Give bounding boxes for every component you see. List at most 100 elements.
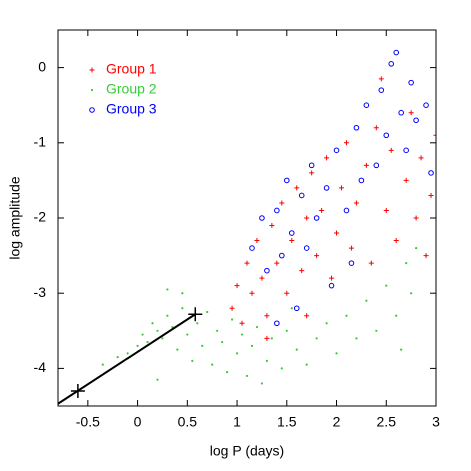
point (270, 337, 273, 340)
point (249, 245, 255, 251)
legend-marker (90, 88, 94, 92)
x-axis-label: log P (days) (210, 443, 284, 459)
x-tick-label: 2.5 (377, 414, 397, 430)
legend-label: Group 3 (106, 101, 157, 117)
point (283, 177, 290, 184)
point (373, 162, 380, 169)
x-tick-label: -0.5 (76, 414, 100, 430)
point (328, 282, 335, 289)
point (375, 329, 378, 332)
point (264, 313, 270, 319)
point (355, 337, 358, 340)
point (295, 348, 298, 351)
point (323, 185, 330, 191)
point (255, 325, 259, 329)
point (264, 267, 270, 274)
point (279, 200, 285, 206)
point (339, 185, 344, 191)
point (319, 207, 325, 213)
y-axis-label: log amplitude (7, 176, 23, 259)
point (151, 322, 154, 325)
point (313, 215, 320, 221)
point (408, 79, 414, 86)
point (136, 344, 139, 347)
point (186, 333, 189, 336)
point (101, 363, 104, 366)
point (418, 155, 424, 161)
point (288, 230, 295, 236)
point (239, 320, 245, 326)
point (325, 322, 328, 325)
point (230, 318, 234, 321)
point (415, 246, 418, 250)
point (423, 102, 429, 108)
point (240, 333, 244, 336)
point (335, 352, 338, 355)
point (141, 333, 144, 336)
point (181, 292, 184, 295)
point (393, 49, 400, 56)
point (156, 378, 159, 381)
point (235, 352, 239, 355)
x-tick-label: 1 (233, 414, 241, 430)
x-tick-label: 0.5 (178, 414, 198, 430)
point (343, 207, 350, 214)
point (353, 200, 359, 206)
point (294, 185, 300, 191)
point (428, 192, 434, 198)
point (383, 207, 389, 213)
point (408, 110, 414, 116)
point (166, 314, 169, 317)
point (161, 337, 164, 340)
fit-line (58, 313, 196, 405)
point (388, 61, 395, 67)
point (289, 238, 295, 244)
point (116, 356, 119, 359)
point (146, 340, 149, 344)
point (348, 245, 354, 251)
point (279, 252, 285, 259)
point (343, 140, 349, 146)
x-tick-label: 1.5 (277, 414, 297, 430)
point (334, 230, 340, 236)
point (413, 117, 419, 124)
point (305, 363, 308, 366)
y-tick-label: 0 (38, 58, 46, 74)
point (249, 290, 255, 296)
point (126, 352, 129, 355)
point (303, 245, 310, 251)
point (211, 363, 214, 366)
point (196, 322, 199, 325)
point (274, 260, 280, 266)
point (363, 162, 369, 168)
y-tick-label: -2 (34, 209, 47, 225)
point (290, 307, 293, 310)
point (385, 284, 388, 287)
point (378, 76, 384, 82)
point (269, 223, 275, 229)
point (176, 348, 179, 351)
reference-point (70, 383, 85, 398)
point (410, 292, 413, 295)
point (299, 268, 305, 274)
point (259, 275, 265, 281)
point (229, 305, 235, 311)
point (308, 162, 315, 169)
point (400, 348, 403, 351)
point (274, 320, 280, 327)
point (259, 215, 265, 221)
point (368, 260, 374, 266)
legend-marker (89, 67, 95, 73)
point (298, 192, 305, 199)
point (403, 177, 409, 183)
point (348, 260, 355, 266)
point (201, 344, 204, 347)
point (324, 155, 330, 161)
point (365, 299, 368, 302)
point (191, 359, 194, 362)
y-tick-label: -4 (34, 359, 47, 375)
point (405, 262, 408, 265)
point (166, 288, 169, 291)
point (383, 132, 390, 139)
